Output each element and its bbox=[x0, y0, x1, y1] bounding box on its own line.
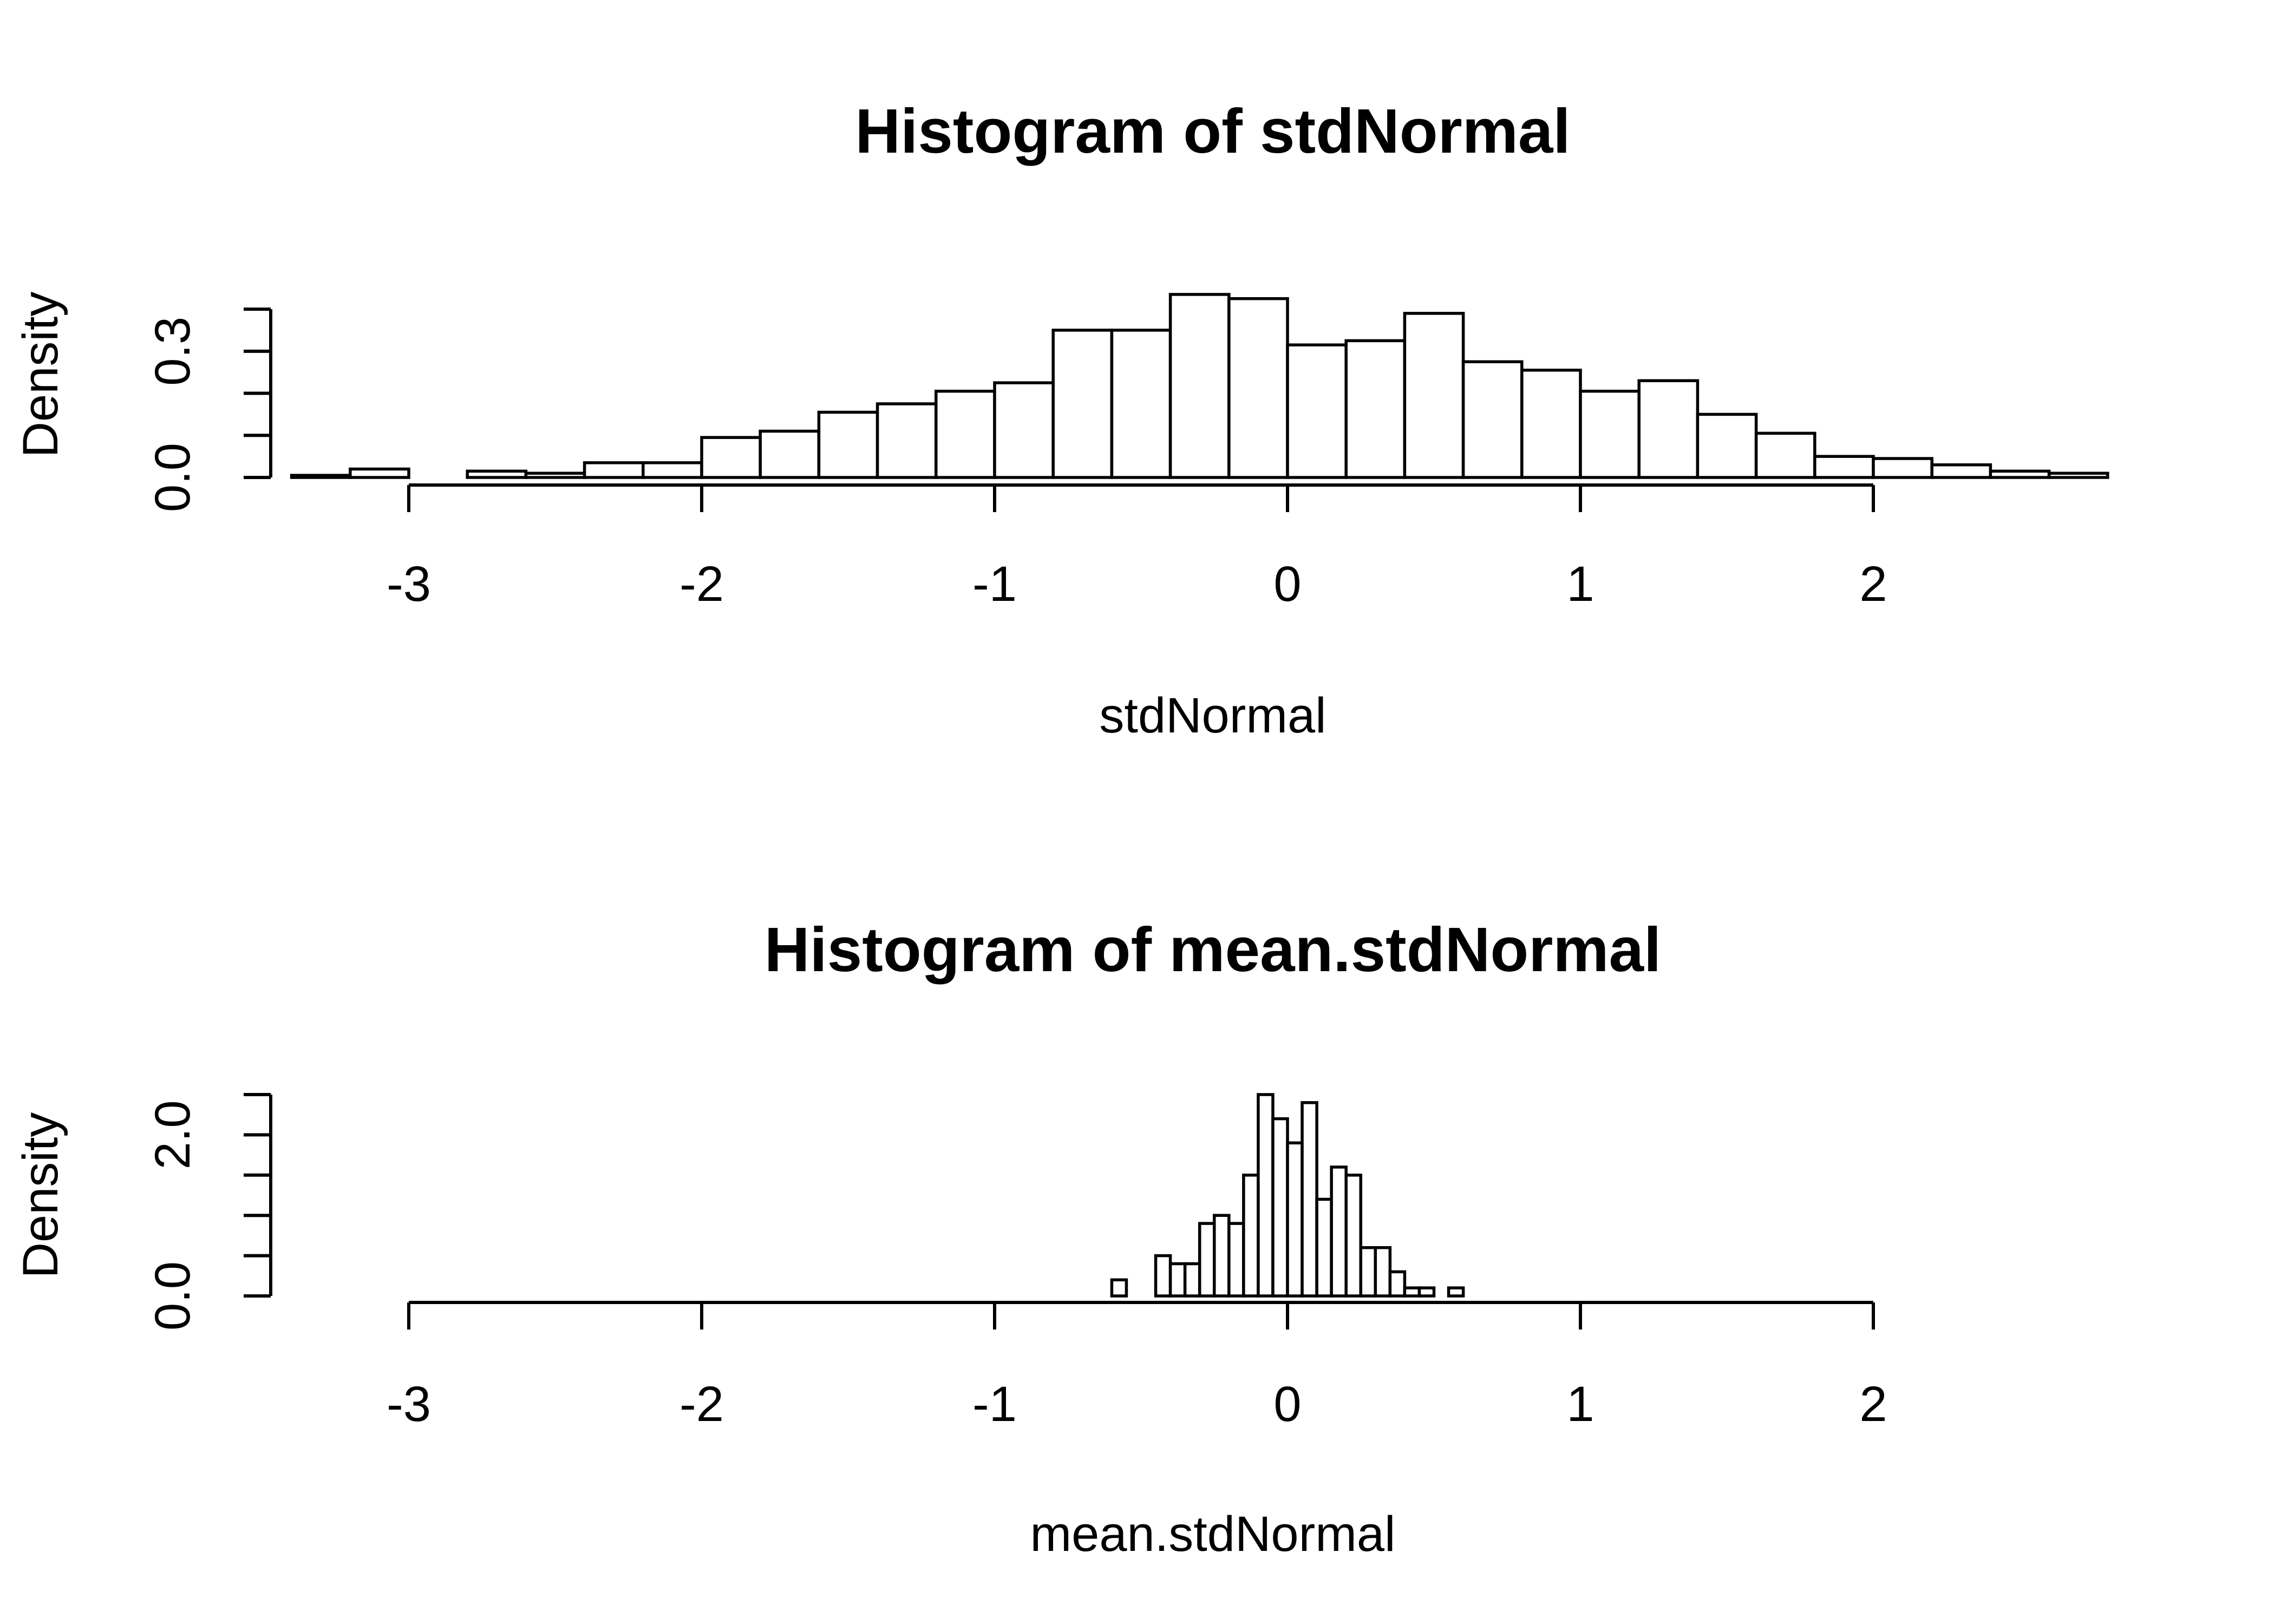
x-tick-label: 0 bbox=[1273, 556, 1301, 612]
y-tick-label: 2.0 bbox=[145, 1100, 200, 1169]
histogram-bar bbox=[2047, 472, 2109, 479]
histogram-bar bbox=[1813, 455, 1875, 479]
y-axis: 0.0 0.3 bbox=[145, 307, 272, 512]
x-tick-label: -3 bbox=[387, 1377, 431, 1432]
x-tick-label: -3 bbox=[387, 556, 431, 612]
histogram-bar bbox=[1388, 1270, 1407, 1298]
histogram-bar bbox=[1344, 1174, 1362, 1298]
histogram-bar bbox=[1637, 379, 1700, 479]
histogram-bar bbox=[817, 410, 879, 479]
histogram-bar bbox=[1242, 1174, 1260, 1298]
y-axis-label: Density bbox=[13, 1112, 68, 1279]
histogram-bar bbox=[1286, 1141, 1304, 1298]
y-tick-label: 0.0 bbox=[145, 443, 200, 512]
histogram-bar bbox=[1168, 293, 1231, 479]
x-tick-label: 2 bbox=[1859, 556, 1887, 612]
histogram-bar bbox=[1301, 1101, 1318, 1298]
histogram-bar bbox=[1198, 1222, 1216, 1298]
histogram-bar bbox=[1286, 343, 1348, 479]
histogram-bar bbox=[1344, 339, 1407, 479]
histogram-bar bbox=[1154, 1254, 1172, 1298]
histogram-bar bbox=[1754, 431, 1816, 479]
histogram-bar bbox=[1461, 360, 1524, 479]
histogram-bar bbox=[1359, 1246, 1377, 1298]
histogram-bars bbox=[290, 293, 2109, 479]
histogram-bar bbox=[1315, 1197, 1333, 1298]
histogram-bar bbox=[1168, 1262, 1187, 1298]
histogram-bar bbox=[700, 436, 762, 479]
histogram-bar bbox=[1696, 412, 1758, 479]
x-tick-label: -1 bbox=[972, 556, 1017, 612]
histogram-bar bbox=[524, 472, 586, 479]
x-axis: -3 -2 -1 0 1 2 bbox=[387, 1301, 1887, 1432]
x-axis-label: stdNormal bbox=[1099, 688, 1326, 743]
histogram-panel-stdnormal: Histogram of stdNormal stdNormal Density… bbox=[13, 96, 2109, 743]
histogram-bar bbox=[642, 461, 703, 479]
histogram-bar bbox=[1403, 1286, 1421, 1298]
histogram-bar bbox=[1257, 1093, 1275, 1298]
histogram-bar bbox=[1447, 1286, 1465, 1298]
histogram-bar bbox=[290, 474, 352, 479]
histogram-bar bbox=[466, 469, 528, 479]
x-axis: -3 -2 -1 0 1 2 bbox=[387, 483, 1887, 612]
chart-title: Histogram of mean.stdNormal bbox=[764, 914, 1662, 985]
histogram-bar bbox=[1213, 1214, 1231, 1298]
x-tick-label: 0 bbox=[1273, 1377, 1301, 1432]
y-tick-label: 0.0 bbox=[145, 1261, 200, 1331]
histogram-bar bbox=[1579, 389, 1641, 479]
histogram-bar bbox=[1417, 1286, 1436, 1298]
histogram-bar bbox=[1374, 1246, 1392, 1298]
x-tick-label: -1 bbox=[972, 1377, 1017, 1432]
x-tick-label: -2 bbox=[679, 556, 724, 612]
histogram-bar bbox=[1227, 1222, 1245, 1298]
histogram-bar bbox=[1872, 457, 1933, 479]
histogram-bar bbox=[759, 429, 821, 479]
histogram-bar bbox=[1403, 312, 1465, 479]
x-tick-label: 2 bbox=[1859, 1377, 1887, 1432]
histogram-panel-mean-stdnormal: Histogram of mean.stdNormal mean.stdNorm… bbox=[13, 914, 1887, 1562]
histogram-bar bbox=[993, 381, 1055, 479]
x-axis-label: mean.stdNormal bbox=[1030, 1507, 1396, 1562]
x-tick-label: 1 bbox=[1566, 1377, 1594, 1432]
histogram-bar bbox=[1271, 1117, 1289, 1298]
histogram-bar bbox=[1110, 329, 1172, 479]
histogram-bar bbox=[1330, 1165, 1348, 1298]
histogram-bar bbox=[1520, 369, 1582, 479]
histogram-bar bbox=[1051, 329, 1114, 479]
histogram-bar bbox=[1930, 463, 1992, 479]
histogram-bar bbox=[1989, 469, 2051, 479]
histogram-bar bbox=[935, 389, 996, 479]
histogram-bar bbox=[1110, 1278, 1128, 1298]
histogram-bar bbox=[875, 402, 938, 479]
y-tick-label: 0.3 bbox=[145, 317, 200, 386]
y-axis: 0.0 2.0 bbox=[145, 1093, 272, 1331]
histogram-bar bbox=[1227, 297, 1289, 479]
histogram-bar bbox=[349, 467, 410, 479]
histogram-bars bbox=[1110, 1093, 1465, 1298]
y-axis-label: Density bbox=[13, 292, 68, 458]
chart-title: Histogram of stdNormal bbox=[855, 96, 1570, 166]
histogram-bar bbox=[1183, 1262, 1201, 1298]
x-tick-label: -2 bbox=[679, 1377, 724, 1432]
x-tick-label: 1 bbox=[1566, 556, 1594, 612]
histogram-bar bbox=[583, 461, 645, 479]
